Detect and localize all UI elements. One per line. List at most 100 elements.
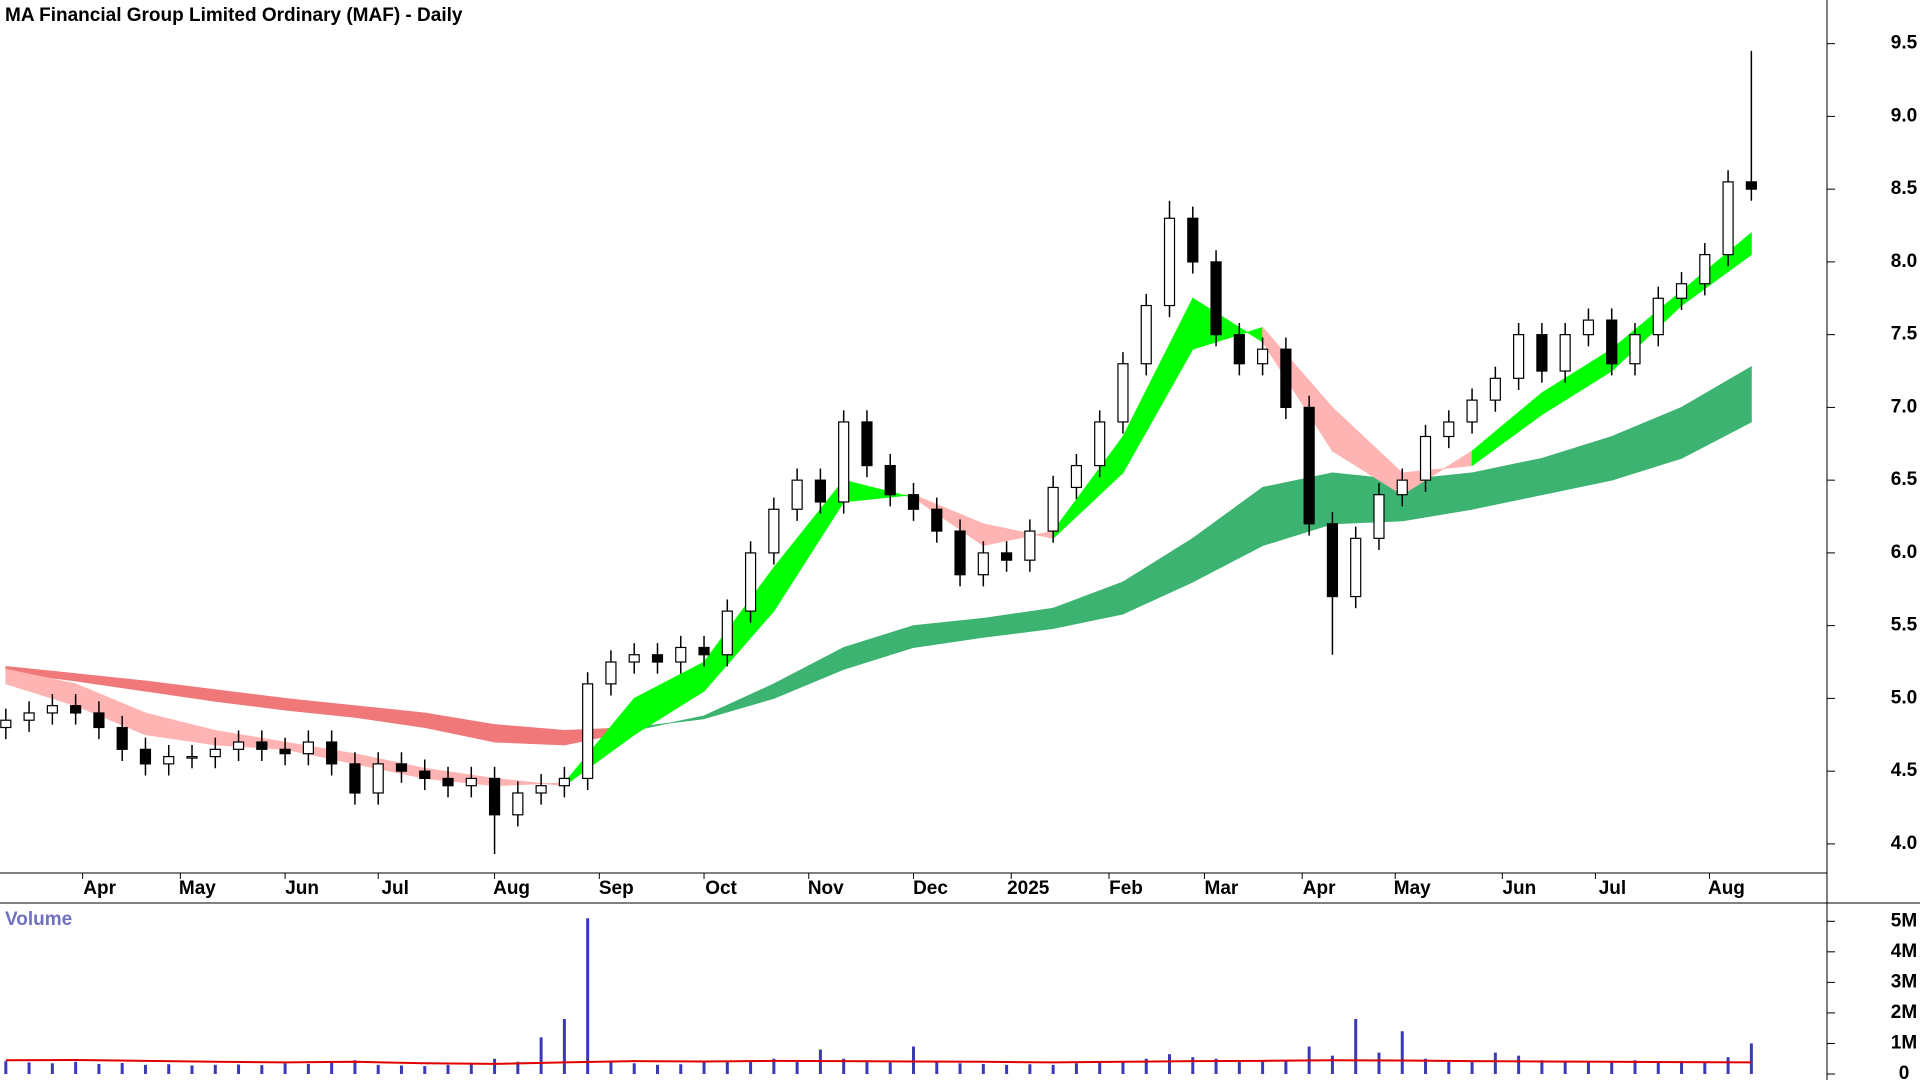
x-tick-label: Aug [1708,878,1745,899]
candle-body [512,792,524,816]
candle-body [488,777,501,816]
y-tick-label: 4.0 [1891,833,1917,854]
x-tick-label: May [1394,878,1431,899]
candle-body [1233,334,1245,365]
x-tick-label: 2025 [1007,878,1050,899]
y-tick-label: 7.0 [1891,396,1917,417]
candle-body [1094,421,1106,467]
candle-body [349,763,361,794]
candle-body [675,646,687,663]
candle-body [70,705,82,714]
candle-body [791,479,803,510]
y-tick-label: 7.5 [1891,324,1918,345]
y-tick-label: 6.0 [1891,542,1917,563]
x-tick-label: Dec [913,878,948,899]
y-tick-label: 8.0 [1891,251,1917,272]
candle-body [1513,334,1525,379]
candle-body [1187,217,1199,263]
candle-body [1489,377,1501,401]
candle-body [768,508,780,554]
candle-body [861,421,873,467]
candle-body [419,770,431,780]
volume-tick-label: 3M [1891,971,1917,992]
candle-body [1070,465,1083,489]
y-tick-label: 5.5 [1891,615,1918,636]
volume-tick-label: 1M [1891,1032,1917,1053]
candle-body [582,683,594,780]
candle-body [1536,334,1548,372]
candle-body [1257,348,1269,365]
candle-body [558,777,570,787]
candle-body [139,748,152,765]
candle-body [1047,486,1059,532]
candle-body [1350,537,1362,598]
candle-body [698,646,710,656]
candle-body [1140,304,1152,365]
y-tick-label: 9.5 [1891,33,1918,54]
candle-body [838,421,850,503]
x-tick-label: Aug [493,878,530,899]
x-tick-label: Sep [599,878,634,899]
candle-body [1675,283,1688,299]
y-tick-label: 4.5 [1891,760,1918,781]
candle-body [395,763,408,772]
x-tick-label: Jul [1599,878,1626,899]
candle-body [1582,319,1595,336]
candle-body [1210,261,1222,336]
candle-body [1280,348,1292,409]
x-tick-label: Apr [1303,878,1336,899]
volume-tick-label: 2M [1891,1002,1917,1023]
candle-body [1326,523,1339,598]
candle-body [23,712,35,721]
x-tick-label: Feb [1109,878,1143,899]
candle-body [1024,530,1036,561]
candle-body [0,719,12,729]
candle-body [1163,217,1176,307]
candle-body [1000,552,1013,561]
candle-body [256,741,268,750]
candle-body [186,755,198,759]
candle-body [1117,363,1129,423]
candle-body [442,777,454,787]
candle-body [1652,297,1664,336]
candle-body [977,552,989,576]
candle-body [93,712,105,729]
candle-body [1699,254,1711,285]
candle-body [302,741,314,755]
candle-body [209,748,221,758]
candle-body [232,741,245,750]
x-tick-label: Jun [285,878,319,899]
x-tick-label: Jul [381,878,408,899]
candle-body [465,777,477,787]
candle-body [651,654,664,663]
candle-body [1629,334,1641,365]
ribbon-segment [1681,365,1752,459]
x-tick-label: Nov [808,878,844,899]
candle-body [1722,181,1734,256]
chart-title: MA Financial Group Limited Ordinary (MAF… [5,5,463,26]
candle-body [814,479,827,503]
candle-body [907,494,920,510]
y-tick-label: 6.5 [1891,469,1918,490]
candle-body [1443,421,1455,438]
x-tick-label: Mar [1205,878,1239,899]
candle-body [1606,319,1618,365]
volume-title: Volume [5,909,72,930]
candle-body [1303,406,1315,525]
x-tick-label: May [179,878,216,899]
x-tick-label: Jun [1502,878,1536,899]
candle-body [744,552,757,612]
candle-body [116,726,128,750]
y-tick-label: 5.0 [1891,687,1917,708]
y-tick-label: 8.5 [1891,178,1918,199]
candle-body [1745,181,1757,190]
candle-body [1373,494,1385,539]
candle-body [721,610,733,656]
candle-body [1419,435,1432,481]
candle-body [163,755,175,765]
volume-tick-label: 0 [1899,1063,1910,1080]
candle-body [1559,334,1571,372]
candle-body [1466,399,1478,423]
